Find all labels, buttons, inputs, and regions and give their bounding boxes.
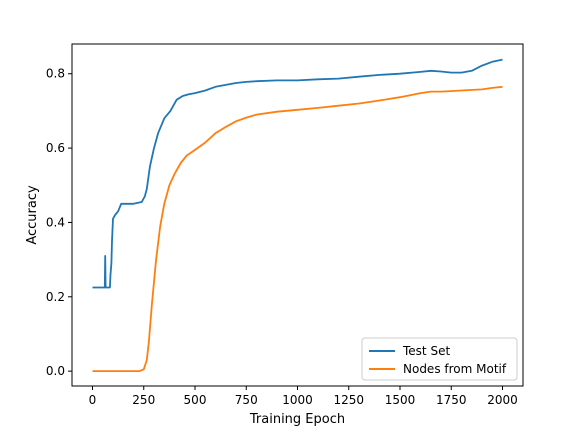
y-tick-label: 0.4 [46,215,65,229]
x-axis-ticks: 0 250 500 750 1000 1250 1500 1750 2000 [89,386,518,407]
plot-frame [71,43,524,387]
y-tick-label: 0.6 [46,141,65,155]
x-tick-label: 1750 [436,393,467,407]
y-axis-label: Accuracy [25,185,40,245]
x-tick-label: 1250 [333,393,364,407]
y-tick-label: 0.2 [46,290,65,304]
y-axis-ticks: 0.0 0.2 0.4 0.6 0.8 [46,67,72,378]
series-line-test-set [92,58,503,289]
x-tick-label: 1500 [385,393,416,407]
y-tick-label: 0.0 [46,364,65,378]
x-tick-label: 500 [184,393,207,407]
x-tick-label: 2000 [487,393,518,407]
series-line-nodes-from-motif [92,85,503,372]
legend-label-test-set: Test Set [402,344,450,358]
x-tick-label: 750 [235,393,258,407]
legend-label-nodes-from-motif: Nodes from Motif [403,362,507,376]
legend: Test Set Nodes from Motif [361,337,518,381]
x-tick-label: 250 [132,393,155,407]
x-tick-label: 1000 [282,393,313,407]
legend-box [361,337,518,381]
x-axis-label: Training Epoch [249,412,345,427]
x-tick-label: 0 [89,393,97,407]
y-tick-label: 0.8 [46,67,65,81]
plot-lines [92,58,503,372]
